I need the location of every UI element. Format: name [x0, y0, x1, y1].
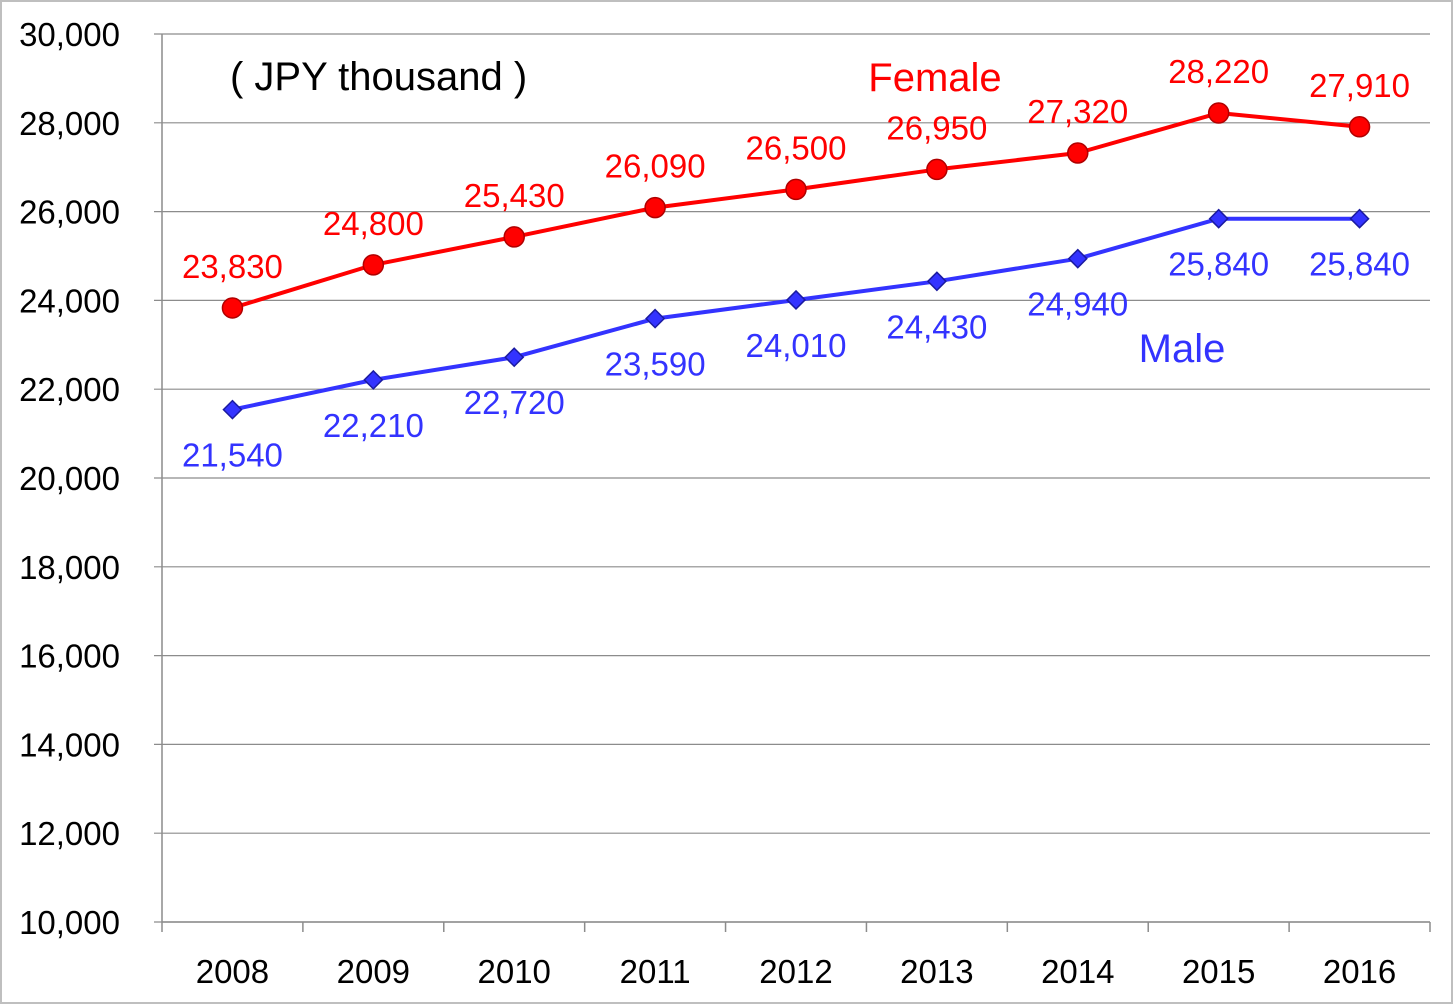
- data-label: 24,940: [1027, 286, 1128, 323]
- data-labels: 23,830 24,800 25,430 26,090 26,500 26,950 27,3…: [182, 53, 1410, 474]
- unit-label: ( JPY thousand ): [230, 55, 527, 99]
- data-point-marker: [926, 271, 947, 292]
- data-point-marker: [785, 178, 807, 201]
- data-point-marker: [1067, 248, 1088, 269]
- x-tick-label: 2016: [1323, 953, 1396, 990]
- data-label: 28,220: [1168, 53, 1269, 90]
- data-label: 21,540: [182, 437, 283, 474]
- series-lines: [221, 102, 1371, 420]
- y-tick-label: 24,000: [19, 282, 120, 319]
- y-tick-label: 22,000: [19, 371, 120, 408]
- data-label: 27,910: [1309, 67, 1410, 104]
- data-label: 27,320: [1027, 93, 1128, 130]
- data-label: 25,840: [1168, 246, 1269, 283]
- data-point-marker: [1067, 142, 1089, 164]
- data-label: 24,430: [886, 308, 987, 345]
- y-tick-label: 10,000: [19, 904, 120, 941]
- data-point-marker: [785, 289, 807, 311]
- x-tick-label: 2008: [196, 953, 269, 990]
- x-tick-label: 2010: [478, 953, 551, 990]
- data-point-marker: [503, 226, 525, 248]
- y-tick-label: 14,000: [19, 726, 120, 763]
- axes: 10,000 12,000 14,000 16,000 18,000 20,000 22,0…: [19, 16, 1431, 990]
- series-female: [221, 102, 1371, 319]
- y-tick-label: 30,000: [19, 16, 120, 53]
- x-tick-label: 2014: [1041, 953, 1114, 990]
- data-label: 26,090: [605, 148, 706, 185]
- data-point-marker: [362, 254, 385, 276]
- data-point-marker: [1349, 208, 1370, 229]
- data-label: 26,950: [886, 109, 987, 146]
- data-label: 23,830: [182, 248, 283, 285]
- data-label: 25,430: [464, 177, 565, 214]
- data-point-marker: [363, 369, 384, 390]
- data-point-marker: [1348, 116, 1371, 138]
- series-male: [222, 208, 1370, 420]
- data-point-marker: [221, 297, 244, 319]
- gridlines: [154, 33, 1430, 923]
- data-point-marker: [1207, 102, 1230, 124]
- y-tick-label: 12,000: [19, 815, 120, 852]
- data-point-marker: [222, 399, 243, 420]
- y-tick-label: 26,000: [19, 194, 120, 231]
- series-name-male: Male: [1139, 327, 1226, 371]
- data-label: 24,800: [323, 205, 424, 242]
- data-point-marker: [644, 196, 666, 219]
- data-label: 22,210: [323, 407, 424, 444]
- x-tick-label: 2011: [620, 953, 691, 990]
- y-tick-label: 18,000: [19, 549, 120, 586]
- data-label: 24,010: [746, 327, 847, 364]
- series-name-female: Female: [868, 56, 1001, 100]
- data-point-marker: [1208, 208, 1229, 229]
- x-tick-label: 2009: [337, 953, 410, 990]
- x-tick-label: 2013: [900, 953, 973, 990]
- y-tick-label: 28,000: [19, 105, 120, 142]
- data-label: 22,720: [464, 384, 565, 421]
- data-label: 26,500: [746, 129, 847, 166]
- y-tick-label: 16,000: [19, 638, 120, 675]
- data-point-marker: [926, 158, 948, 181]
- data-point-marker: [504, 347, 525, 368]
- x-tick-label: 2012: [759, 953, 832, 990]
- data-point-marker: [645, 308, 666, 329]
- y-tick-label: 20,000: [19, 460, 120, 497]
- data-label: 25,840: [1309, 246, 1410, 283]
- data-label: 23,590: [605, 346, 706, 383]
- x-tick-label: 2015: [1182, 953, 1255, 990]
